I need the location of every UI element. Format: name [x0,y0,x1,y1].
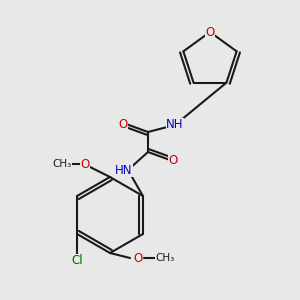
Text: O: O [206,26,214,38]
Text: NH: NH [166,118,184,131]
Text: CH₃: CH₃ [52,159,72,169]
Text: O: O [80,158,90,170]
Text: O: O [168,154,178,166]
Text: O: O [134,251,142,265]
Text: HN: HN [115,164,133,176]
Text: O: O [118,118,127,130]
Text: CH₃: CH₃ [155,253,175,263]
Text: Cl: Cl [71,254,83,268]
